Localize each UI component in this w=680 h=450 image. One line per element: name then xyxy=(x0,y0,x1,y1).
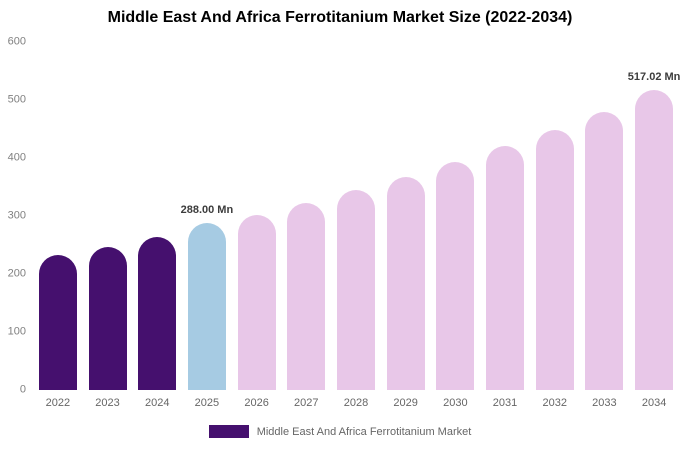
y-tick-label: 0 xyxy=(19,383,26,396)
bar-slot: 2030 xyxy=(431,42,481,409)
bar-slot: 2033 xyxy=(580,42,630,409)
bar-slot: 2027 xyxy=(281,42,331,409)
bar-slot: 2034 517.02 Mn xyxy=(627,42,680,409)
bar-slot: 2023 xyxy=(83,42,133,409)
x-axis-label: 2031 xyxy=(492,397,518,409)
plot-area: 0 100 200 300 400 500 600 2022 2023 2024 2025 288.… xyxy=(0,36,680,409)
x-axis-label: 2026 xyxy=(244,397,269,409)
x-axis-label: 2030 xyxy=(443,397,468,409)
bar xyxy=(436,162,475,390)
legend-swatch xyxy=(208,425,249,438)
x-axis-label: 2025 xyxy=(194,397,220,409)
bar xyxy=(88,246,127,390)
bar xyxy=(138,237,177,390)
bar xyxy=(336,189,375,390)
y-tick-label: 200 xyxy=(7,267,26,280)
bar xyxy=(187,222,226,390)
x-axis-label: 2022 xyxy=(45,397,71,409)
bar xyxy=(386,176,425,390)
x-axis-label: 2024 xyxy=(144,397,170,409)
bar-slot: 2029 xyxy=(381,42,431,409)
x-axis-label: 2034 xyxy=(641,397,667,409)
bar-slot: 2024 xyxy=(132,42,182,409)
bar xyxy=(486,146,525,390)
legend: Middle East And Africa Ferrotitanium Mar… xyxy=(0,425,680,438)
x-axis-label: 2027 xyxy=(294,397,319,409)
chart-title: Middle East And Africa Ferrotitanium Mar… xyxy=(107,9,573,26)
y-tick-label: 300 xyxy=(7,209,26,222)
x-axis-label: 2028 xyxy=(343,397,369,409)
bar xyxy=(585,111,624,390)
y-tick-label: 600 xyxy=(7,35,26,48)
legend-label: Middle East And Africa Ferrotitanium Mar… xyxy=(256,425,472,438)
bar-slot: 2026 xyxy=(232,42,282,409)
y-axis: 0 100 200 300 400 500 600 xyxy=(0,36,26,395)
x-axis-label: 2023 xyxy=(95,397,120,409)
bar xyxy=(635,90,674,390)
bar xyxy=(287,203,326,390)
bar xyxy=(38,255,77,390)
bar xyxy=(237,214,276,390)
bar-slot: 2025 288.00 Mn xyxy=(180,42,234,409)
y-tick-label: 500 xyxy=(7,93,26,106)
bar-slot: 2022 xyxy=(33,42,83,409)
y-tick-label: 400 xyxy=(7,151,26,164)
bars-area: 2022 2023 2024 2025 288.00 Mn 2026 2027 2028 202… xyxy=(33,42,680,409)
bar-slot: 2028 xyxy=(331,42,381,409)
y-tick-label: 100 xyxy=(7,325,26,338)
bar-slot: 2032 xyxy=(530,42,580,409)
x-axis-label: 2032 xyxy=(542,397,567,409)
x-axis-label: 2033 xyxy=(592,397,617,409)
bar-slot: 2031 xyxy=(480,42,530,409)
bar xyxy=(535,130,574,390)
value-annotation: 288.00 Mn xyxy=(180,203,234,216)
value-annotation: 517.02 Mn xyxy=(627,71,680,84)
x-axis-label: 2029 xyxy=(393,397,418,409)
